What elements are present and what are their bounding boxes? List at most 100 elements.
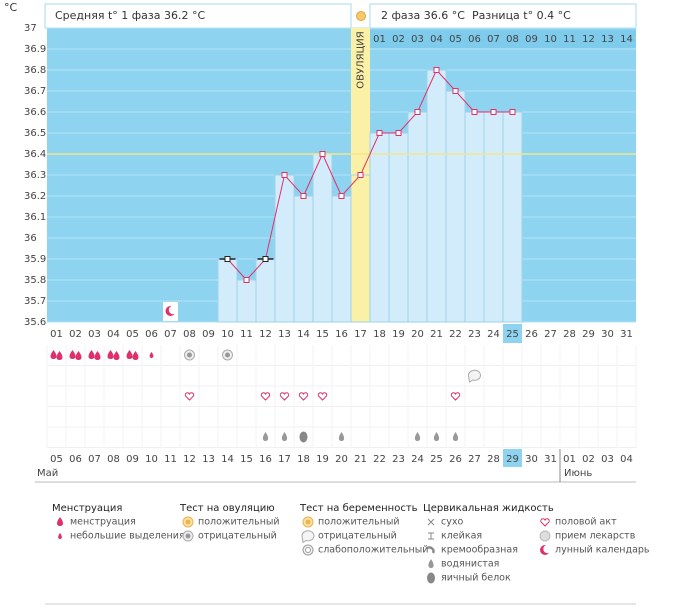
date-label: 11: [164, 454, 177, 465]
date-label: 24: [411, 454, 424, 465]
temperature-point: [338, 193, 345, 199]
y-tick-label: 36.6: [24, 107, 46, 118]
date-label: 17: [278, 454, 291, 465]
bar: [464, 111, 485, 323]
x-tick-label: 21: [430, 329, 443, 340]
fluid-icon: [452, 432, 459, 441]
y-tick-label: 36.5: [24, 128, 46, 139]
y-tick-label: 36.7: [24, 86, 46, 97]
header-box: [44, 3, 352, 29]
x-tick-label: 01: [50, 329, 63, 340]
bar: [502, 111, 523, 323]
x-tick-label: 24: [487, 329, 500, 340]
bar: [331, 195, 352, 323]
moon-icon: [543, 544, 552, 554]
sex-icon: [450, 392, 461, 401]
test-icon: [301, 530, 315, 544]
phase2-day: 02: [392, 34, 405, 45]
sex-icon: [184, 392, 195, 401]
bar: [236, 279, 257, 323]
ovulation-icon: [356, 11, 366, 21]
temperature-point: [281, 172, 288, 178]
date-label: 26: [449, 454, 462, 465]
date-label: 12: [183, 454, 196, 465]
bar: [369, 132, 390, 323]
date-label: 29: [506, 454, 519, 465]
x-tick-label: 02: [69, 329, 82, 340]
phase2-day: 11: [563, 34, 576, 45]
date-label: 03: [601, 454, 614, 465]
highlight-box: [503, 449, 522, 467]
temperature-point: [243, 277, 250, 283]
legend-item: менструация: [70, 517, 136, 528]
menstruation-icon: [69, 350, 76, 359]
menstruation-icon: [57, 517, 63, 526]
x-tick-label: 18: [373, 329, 386, 340]
bar: [274, 174, 295, 323]
menstruation-icon: [113, 351, 120, 360]
dry-icon: [427, 518, 435, 526]
legend-item: кремообразная: [441, 545, 518, 556]
bar: [312, 153, 333, 323]
bar: [407, 111, 428, 323]
legend-item: яичный белок: [441, 573, 511, 584]
pill-icon: [539, 530, 551, 542]
cream-icon: [426, 546, 435, 554]
y-tick-label: 36.4: [24, 149, 46, 160]
x-tick-label: 22: [449, 329, 462, 340]
menstruation-icon: [132, 351, 139, 360]
phase2-day: 06: [468, 34, 481, 45]
phase2-day: 08: [506, 34, 519, 45]
y-tick-label: 37: [24, 23, 37, 34]
fluid-icon: [338, 432, 345, 441]
x-tick-label: 05: [126, 329, 139, 340]
x-tick-label: 12: [259, 329, 272, 340]
fluid-icon: [428, 559, 434, 568]
x-tick-label: 15: [316, 329, 329, 340]
sex-icon: [260, 392, 271, 401]
phase2-day: 13: [601, 34, 614, 45]
fluid-icon: [281, 432, 288, 441]
date-label: 01: [563, 454, 576, 465]
date-label: 10: [145, 454, 158, 465]
date-label: 23: [392, 454, 405, 465]
phase2-day: 12: [582, 34, 595, 45]
menstruation-icon: [94, 351, 101, 360]
test-icon: [225, 352, 230, 358]
x-tick-label: 31: [620, 329, 633, 340]
y-tick-label: 36.9: [24, 44, 46, 55]
phase2-day: 03: [411, 34, 424, 45]
date-label: 15: [240, 454, 253, 465]
phase2-day: 14: [620, 34, 633, 45]
x-tick-label: 07: [164, 329, 177, 340]
fluid-icon: [414, 432, 421, 441]
x-tick-label: 25: [506, 329, 519, 340]
temperature-point: [433, 67, 440, 73]
temperature-point: [490, 109, 497, 115]
phase2-day: 04: [430, 34, 443, 45]
date-label: 14: [221, 454, 234, 465]
legend-item: лунный календарь: [555, 545, 650, 556]
date-label: 08: [107, 454, 120, 465]
y-tick-label: 35.9: [24, 254, 46, 265]
bar: [483, 111, 504, 323]
x-tick-label: 17: [354, 329, 367, 340]
legend-item: отрицательный: [198, 531, 277, 542]
x-tick-label: 28: [563, 329, 576, 340]
month-label: Май: [37, 468, 58, 479]
date-label: 19: [316, 454, 329, 465]
menstruation-icon: [56, 351, 63, 360]
temperature-point: [262, 256, 269, 262]
temperature-point: [452, 88, 459, 94]
date-label: 13: [202, 454, 215, 465]
spotting-icon: [149, 352, 154, 358]
y-tick-label: 36.3: [24, 170, 46, 181]
x-tick-label: 06: [145, 329, 158, 340]
test-icon: [187, 352, 192, 358]
date-label: 09: [126, 454, 139, 465]
fluid-icon: [427, 572, 435, 584]
sex-icon: [317, 392, 328, 401]
date-label: 06: [69, 454, 82, 465]
legend-item: отрицательный: [318, 531, 397, 542]
phase2-day: 07: [487, 34, 500, 45]
